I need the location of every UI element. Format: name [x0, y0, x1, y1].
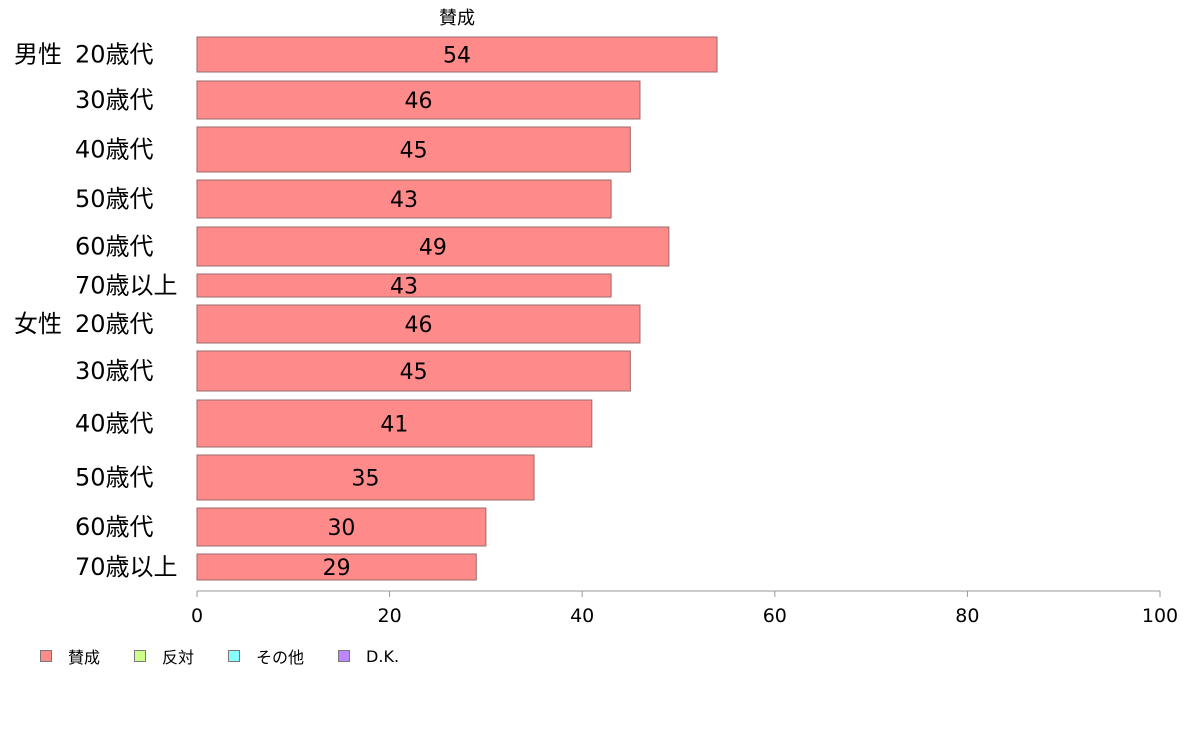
legend: 賛成 反対 その他 D.K. — [40, 644, 433, 668]
legend-item-other: その他 — [228, 644, 304, 668]
x-tick-label: 0 — [191, 605, 203, 627]
legend-label-disagree: 反対 — [162, 648, 195, 667]
group-label: 男性 — [14, 41, 62, 69]
bar — [196, 179, 612, 219]
data-label: 54 — [443, 44, 471, 69]
data-label: 43 — [390, 188, 418, 213]
chart-title: 賛成 — [439, 8, 475, 29]
data-label: 29 — [323, 556, 351, 581]
bar-chart-svg: 賛成5420歳代男性4630歳代4540歳代4350歳代4960歳代4370歳以… — [14, 8, 1178, 627]
legend-item-dk: D.K. — [338, 647, 399, 666]
category-label: 40歳代 — [75, 136, 154, 164]
data-label: 35 — [352, 467, 380, 492]
data-label: 30 — [327, 516, 355, 541]
data-label: 49 — [419, 236, 447, 261]
x-tick-label: 80 — [955, 605, 979, 627]
category-label: 70歳以上 — [75, 272, 178, 300]
legend-label-dk: D.K. — [366, 646, 400, 666]
category-label: 20歳代 — [75, 41, 154, 69]
category-label: 40歳代 — [75, 410, 154, 438]
data-label: 45 — [400, 139, 428, 164]
group-label: 女性 — [14, 310, 62, 338]
data-label: 46 — [404, 89, 432, 114]
data-label: 45 — [400, 360, 428, 385]
category-label: 30歳代 — [75, 86, 154, 114]
data-label: 41 — [380, 413, 408, 438]
legend-swatch-dk — [338, 650, 351, 662]
bar — [196, 226, 670, 267]
bar — [196, 350, 631, 392]
category-label: 60歳代 — [75, 513, 154, 541]
legend-swatch-disagree — [134, 650, 147, 662]
legend-label-agree: 賛成 — [68, 648, 101, 667]
x-tick-label: 100 — [1142, 605, 1178, 627]
legend-swatch-agree — [40, 650, 52, 662]
bar — [196, 553, 477, 581]
bar — [196, 304, 641, 344]
x-tick-label: 60 — [763, 605, 787, 627]
bar — [196, 399, 593, 448]
data-label: 43 — [390, 275, 418, 300]
category-label: 50歳代 — [75, 464, 154, 492]
category-label: 50歳代 — [75, 185, 154, 213]
category-label: 20歳代 — [75, 310, 154, 338]
bar — [196, 507, 487, 547]
x-tick-label: 20 — [378, 605, 402, 627]
legend-label-other: その他 — [256, 648, 305, 667]
bar — [196, 126, 631, 173]
legend-item-agree: 賛成 — [40, 644, 100, 668]
bar — [196, 273, 612, 298]
bar — [196, 454, 535, 501]
bar — [196, 36, 718, 73]
data-label: 46 — [404, 313, 432, 338]
bar — [196, 80, 641, 120]
legend-swatch-other — [228, 650, 241, 662]
category-label: 70歳以上 — [75, 553, 178, 581]
x-tick-label: 40 — [570, 605, 594, 627]
legend-item-disagree: 反対 — [134, 644, 194, 668]
category-label: 60歳代 — [75, 233, 154, 261]
category-label: 30歳代 — [75, 357, 154, 385]
